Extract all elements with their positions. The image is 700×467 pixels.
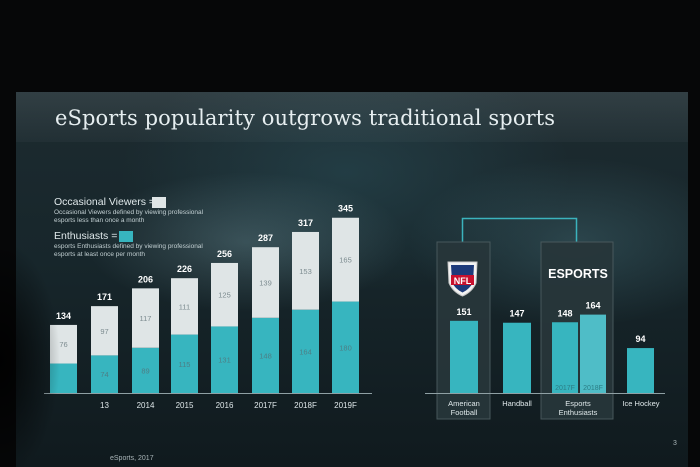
x-category-label: Ice Hockey [622,399,659,408]
x-category-label: American [448,399,480,408]
total-label: 226 [177,264,192,274]
bar-enthusiasts [252,317,279,393]
x-category-label: Esports [565,399,591,408]
nfl-logo-band [451,275,474,285]
stacked-bar-chart: 76 134 74 97 171 13 89 117 206 2014 115 111 226 2015 1… [44,204,372,410]
data-label-enthusiasts: 148 [259,351,272,360]
data-label-occasional: 165 [339,256,352,265]
total-label: 317 [298,218,313,228]
bar-occasional-viewers [252,247,279,318]
data-label-occasional: 125 [218,291,231,300]
total-label: 287 [258,233,273,243]
x-tick-label: 2017F [254,401,277,410]
value-label: 94 [635,334,645,344]
bar-enthusiasts [211,326,238,393]
comparison-bar-chart: NFL ESPORTS 151 147 94 148 2017F 164 2018F Americ… [425,217,665,420]
title-band [16,92,688,142]
data-label-occasional: 76 [59,340,67,349]
legend-enthusiasts-label: Enthusiasts = [54,230,118,242]
esports-logo-text: ESPORTS [548,267,608,281]
bar-occasional-viewers [332,217,359,302]
bar-occasional-viewers [211,262,238,327]
esports-year-label: 2018F [583,385,603,392]
data-label-enthusiasts: 164 [299,347,312,356]
data-label-occasional: 111 [179,302,190,311]
value-label: 147 [509,309,524,319]
page-number: 3 [673,440,677,447]
data-label-occasional: 153 [299,267,312,276]
bar-enthusiasts [332,301,359,393]
value-label: 148 [557,308,572,318]
value-label: 164 [585,301,600,311]
x-category-label: Enthusiasts [559,408,598,417]
data-label-occasional: 139 [259,279,272,288]
x-tick-label: 13 [100,401,109,410]
source-note: eSports, 2017 [110,455,154,462]
x-category-label: Handball [502,399,532,408]
slide-title: eSports popularity outgrows traditional … [55,106,556,130]
x-tick-label: 2018F [294,401,317,410]
bar-enthusiasts [132,347,159,393]
bar-esports-2017F [552,322,578,393]
total-label: 256 [217,249,232,259]
data-label-occasional: 97 [100,327,108,336]
bar-american-football [450,320,478,393]
data-label-occasional: 117 [140,314,152,323]
x-tick-label: 2015 [176,401,194,410]
bar-handball [503,322,531,393]
total-label: 206 [138,274,153,284]
bar-occasional-viewers [171,278,198,335]
bar-occasional-viewers [292,231,319,310]
legend-viewers-swatch [152,197,166,208]
total-label: 171 [97,292,112,302]
esports-year-label: 2017F [555,385,575,392]
nfl-logo-text: NFL [454,276,472,286]
x-tick-label: 2014 [137,401,155,410]
bar-occasional-viewers [91,306,118,356]
data-label-enthusiasts: 89 [141,366,149,375]
data-label-enthusiasts: 115 [179,360,191,369]
bar-enthusiasts [171,334,198,393]
x-tick-label: 2019F [334,401,357,410]
total-label: 345 [338,204,353,214]
comparison-bracket [461,217,578,242]
bar-ice-hockey [627,348,654,393]
legend-viewers-note: Occasional Viewers defined by viewing pr… [54,209,204,224]
legend-enthusiasts-swatch [119,231,133,242]
bar-esports-2018F [580,314,606,393]
data-label-enthusiasts: 180 [339,343,352,352]
bar-enthusiasts [91,355,118,393]
bar-enthusiasts [292,309,319,393]
legend-viewers-label: Occasional Viewers = [54,196,156,208]
x-category-label: Football [451,408,478,417]
legend-enthusiasts-note: esports Enthusiasts defined by viewing p… [54,243,203,258]
bar-occasional-viewers [132,288,159,348]
data-label-enthusiasts: 131 [218,356,231,365]
x-tick-label: 2016 [216,401,234,410]
total-label: 134 [56,311,71,321]
data-label-enthusiasts: 74 [100,370,108,379]
value-label: 151 [456,307,471,317]
foreground-shadow [0,240,60,467]
